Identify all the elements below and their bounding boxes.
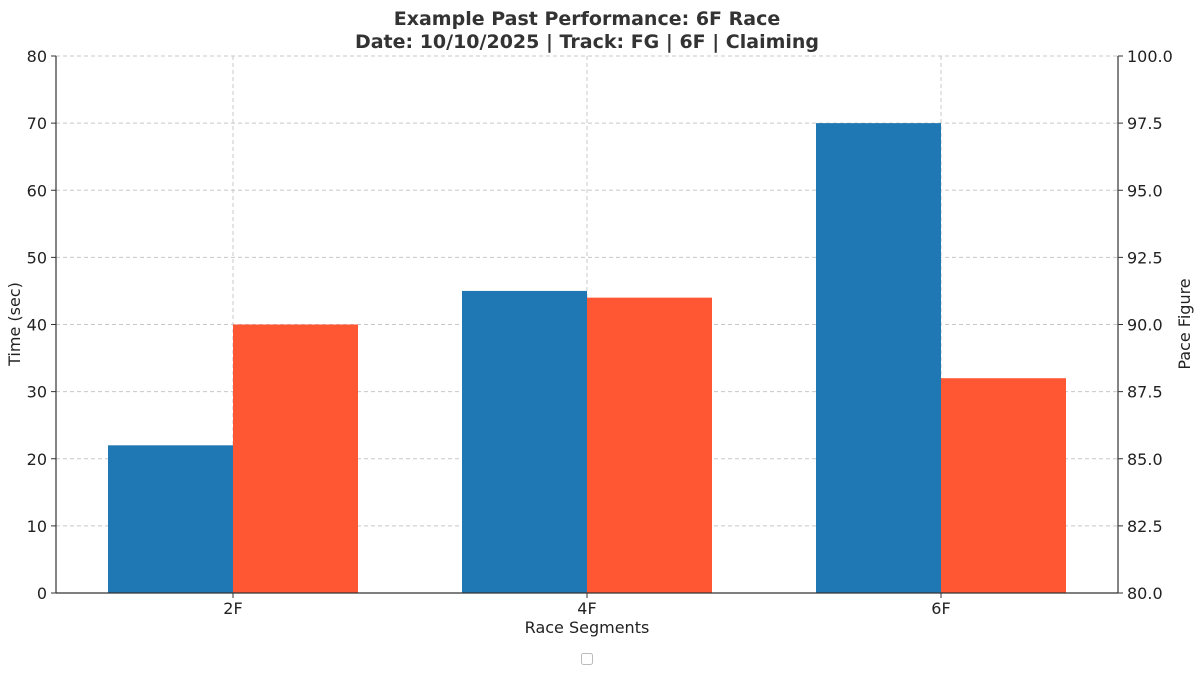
y-right-tick-label: 92.5 [1127,248,1163,267]
y-right-tick-label: 90.0 [1127,316,1163,335]
y-axis-left-label: Time (sec) [5,282,24,367]
bar-4f-series-2 [587,297,712,593]
y-right-tick-label: 87.5 [1127,383,1163,402]
x-tick-label: 6F [931,599,950,618]
y-left-tick-label: 80 [27,47,47,66]
bar-6f-series-2 [941,378,1066,593]
y-left-tick-label: 0 [37,584,47,603]
y-right-tick-label: 80.0 [1127,584,1163,603]
y-left-tick-label: 10 [27,517,47,536]
y-left-tick-label: 60 [27,181,47,200]
bars [108,123,1066,593]
chart-title: Example Past Performance: 6F Race [394,8,781,30]
y-left-tick-label: 20 [27,450,47,469]
x-axis-label: Race Segments [525,618,650,637]
y-right-tick-label: 97.5 [1127,114,1163,133]
y-axis-right-label: Pace Figure [1175,278,1194,369]
chart-subtitle: Date: 10/10/2025 | Track: FG | 6F | Clai… [355,31,819,53]
y-right-tick-label: 95.0 [1127,181,1163,200]
y-left-tick-label: 40 [27,316,47,335]
legend-box [581,653,593,665]
y-left-tick-label: 30 [27,383,47,402]
axes: 0 10 20 30 40 50 60 70 80 80.0 82.5 85.0 87.5 90.0 92.… [27,47,1173,618]
bar-4f-series-1 [462,290,587,593]
y-right-tick-label: 85.0 [1127,450,1163,469]
y-right-tick-label: 82.5 [1127,517,1163,536]
x-tick-label: 4F [577,599,596,618]
y-left-tick-label: 70 [27,114,47,133]
y-left-tick-label: 50 [27,248,47,267]
y-right-tick-label: 100.0 [1127,47,1173,66]
bar-2f-series-2 [233,324,358,593]
x-tick-label: 2F [223,599,242,618]
bar-2f-series-1 [108,445,233,593]
bar-6f-series-1 [816,123,941,593]
